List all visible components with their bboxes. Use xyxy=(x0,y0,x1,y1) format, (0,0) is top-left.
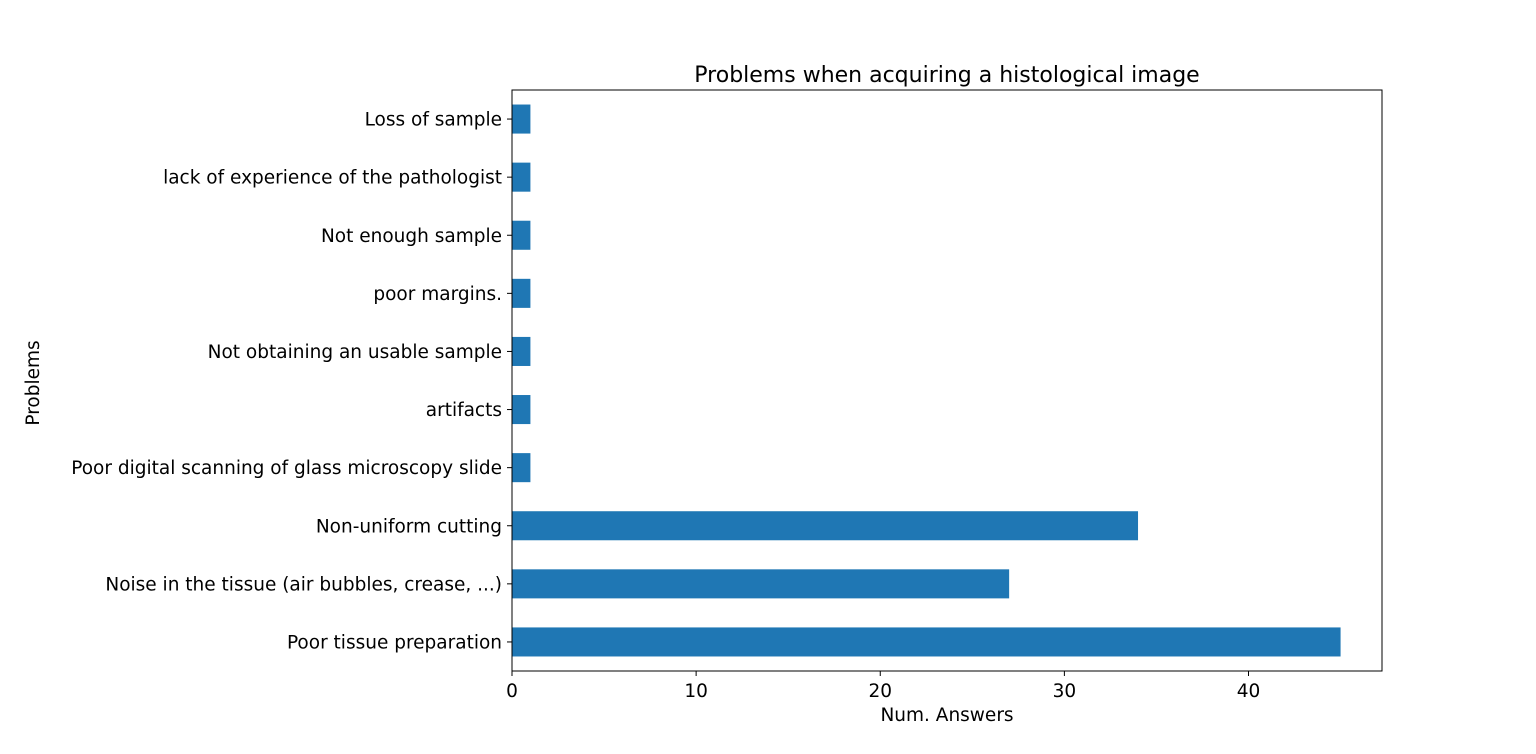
y-tick-label: poor margins. xyxy=(373,284,502,305)
y-tick-label: Loss of sample xyxy=(365,110,502,131)
bar xyxy=(512,104,531,134)
bar xyxy=(512,162,531,192)
y-tick-label: artifacts xyxy=(426,400,502,421)
y-tick-label: Non-uniform cutting xyxy=(316,516,502,537)
x-axis: 0 10 20 30 40 xyxy=(506,671,1260,702)
bar xyxy=(512,395,531,425)
y-axis: Poor tissue preparation Noise in the tiss… xyxy=(71,110,512,653)
y-axis-label: Problems xyxy=(23,340,44,425)
bars-group xyxy=(512,104,1341,657)
y-tick-label: Poor tissue preparation xyxy=(287,632,502,653)
bar xyxy=(512,569,1010,599)
bar xyxy=(512,220,531,250)
x-tick-label: 0 xyxy=(506,681,518,702)
bar xyxy=(512,336,531,366)
y-tick-label: Noise in the tissue (air bubbles, crease… xyxy=(105,574,502,595)
x-tick-label: 10 xyxy=(684,681,708,702)
y-tick-label: Poor digital scanning of glass microscop… xyxy=(71,458,502,479)
y-tick-label: Not obtaining an usable sample xyxy=(208,342,502,363)
plot-frame xyxy=(511,89,1383,672)
y-tick-label: lack of experience of the pathologist xyxy=(163,168,502,189)
y-tick-label: Not enough sample xyxy=(321,226,502,247)
x-tick-label: 20 xyxy=(868,681,892,702)
bar xyxy=(512,278,531,308)
bar xyxy=(512,453,531,483)
x-tick-label: 40 xyxy=(1237,681,1261,702)
x-tick-label: 30 xyxy=(1053,681,1077,702)
bar xyxy=(512,627,1341,657)
bar xyxy=(512,511,1139,541)
x-axis-label: Num. Answers xyxy=(880,705,1013,726)
chart-title: Problems when acquiring a histological i… xyxy=(694,63,1199,88)
